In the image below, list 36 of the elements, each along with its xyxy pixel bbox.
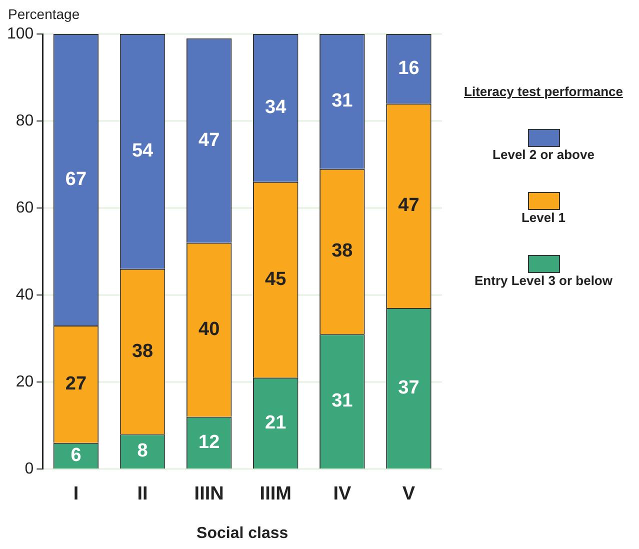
data-label: 21 [265, 412, 287, 434]
legend-label: Level 2 or above [492, 147, 596, 162]
x-tick-label: I [73, 484, 79, 505]
data-label: 37 [398, 378, 420, 399]
y-tick-label: 100 [6, 25, 34, 42]
legend-title: Literacy test performance [463, 84, 624, 99]
data-label: 67 [65, 168, 87, 190]
data-label: 38 [132, 340, 154, 362]
data-label: 8 [137, 440, 148, 462]
data-label: 12 [198, 432, 220, 453]
y-tick-label: 60 [16, 199, 34, 216]
x-tick-label: IIIM [260, 484, 292, 505]
y-tick-label: 80 [16, 112, 34, 130]
data-label: 38 [332, 240, 353, 262]
y-tick-label: 0 [24, 460, 34, 478]
data-label: 31 [332, 390, 354, 412]
data-label: 47 [198, 130, 220, 151]
data-label: 6 [70, 444, 82, 466]
data-label: 27 [65, 373, 87, 394]
x-tick-label: II [137, 484, 148, 505]
y-axis-title: Percentage [8, 6, 80, 22]
x-tick-label: IV [333, 484, 352, 505]
data-label: 47 [398, 195, 420, 216]
y-tick-label: 20 [16, 373, 34, 390]
legend-label: Entry Level 3 or below [474, 273, 614, 288]
x-axis-title: Social class [196, 524, 288, 542]
legend-label: Level 1 [520, 210, 567, 225]
x-tick-label: IIIN [194, 484, 224, 505]
x-tick-label: V [402, 484, 416, 505]
data-label: 45 [265, 269, 287, 290]
data-label: 40 [198, 319, 220, 340]
data-label: 54 [132, 140, 154, 162]
data-label: 31 [332, 90, 354, 112]
y-tick-label: 40 [16, 286, 34, 304]
data-label: 34 [265, 97, 287, 118]
data-label: 16 [398, 58, 420, 80]
